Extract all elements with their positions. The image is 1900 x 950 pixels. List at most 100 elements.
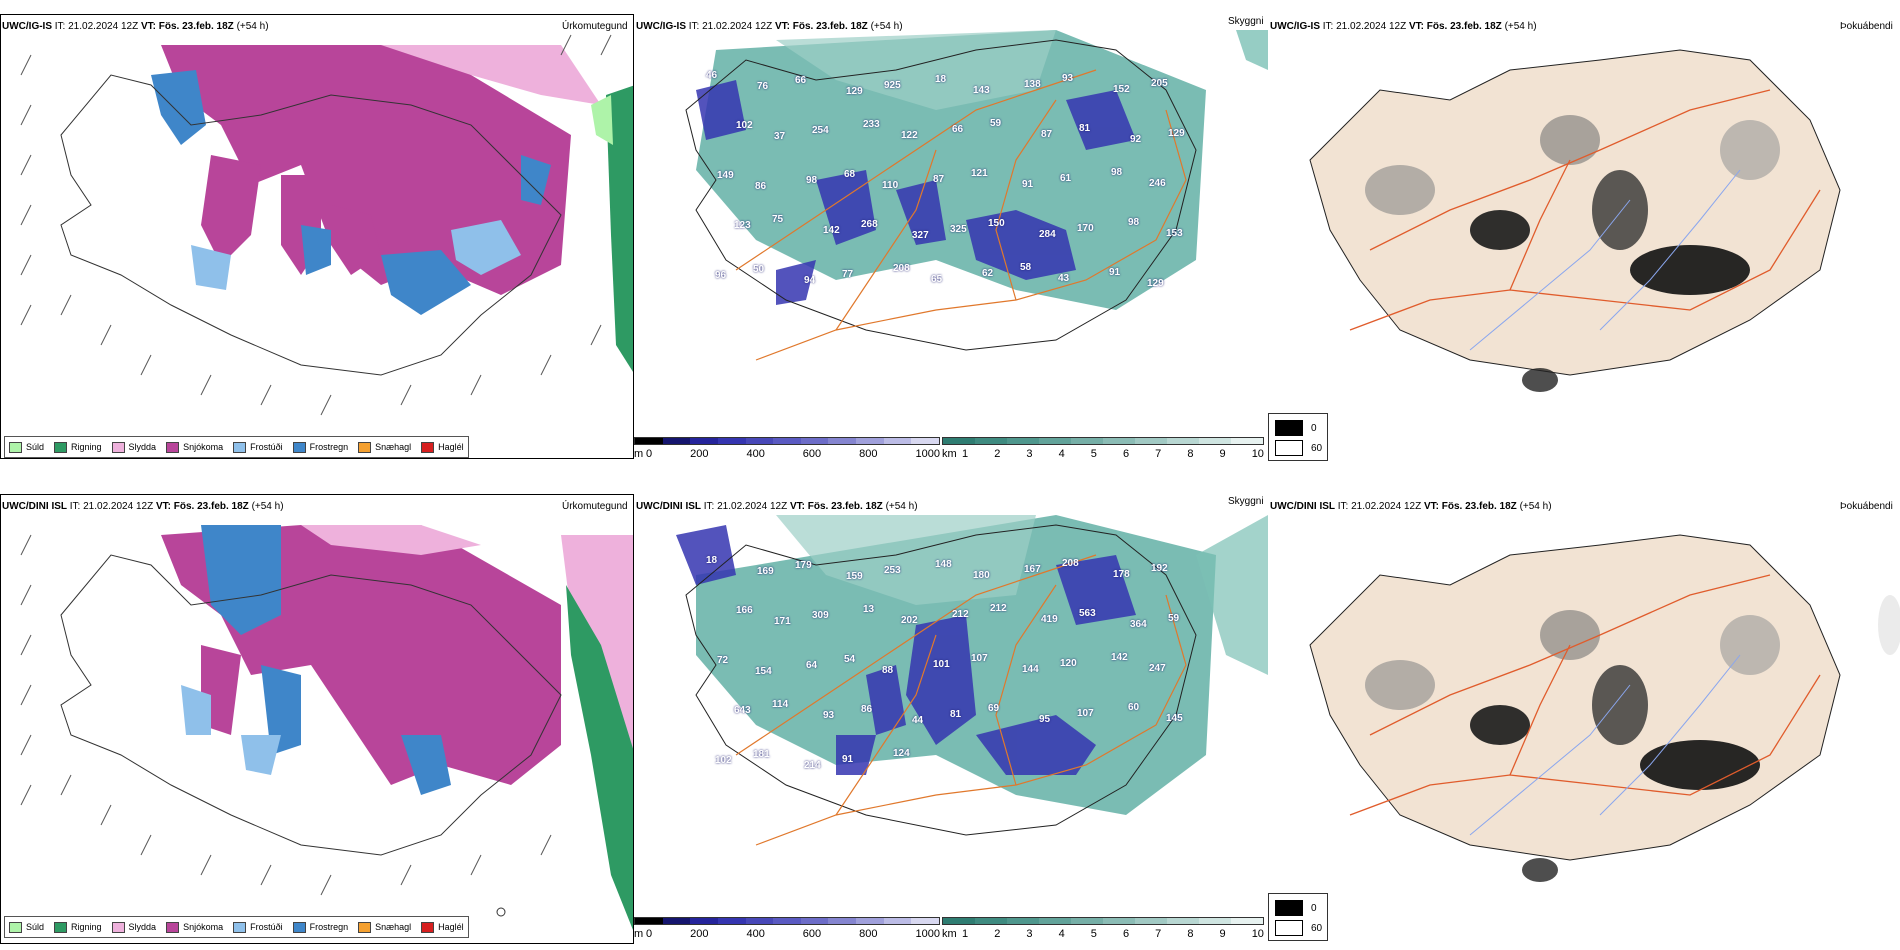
legend-item: Frostregn (292, 441, 348, 453)
panel-title-top-left: Úrkomutegund (562, 21, 628, 32)
rivers (1469, 169, 1741, 351)
panel-title-top-middle: Skyggni (1228, 16, 1264, 27)
ceiling-value-label: 122 (901, 130, 918, 141)
ceiling-value-label: 247 (1149, 663, 1166, 674)
ceiling-value-label: 92 (1130, 134, 1142, 145)
ceiling-colorbar-top: m 0 200 400 600 800 1000 (634, 437, 940, 467)
ceiling-value-label: 54 (844, 654, 856, 665)
ceiling-value-label: 212 (952, 609, 969, 620)
fog-panel-top (1270, 30, 1900, 430)
ceiling-value-label: 107 (1077, 708, 1094, 719)
ceiling-value-label: 66 (952, 124, 964, 135)
legend-item: Haglél (421, 921, 464, 933)
ceiling-value-label: 563 (1079, 608, 1096, 619)
ceiling-value-label: 37 (774, 131, 786, 142)
ceiling-value-label: 64 (806, 660, 818, 671)
legend-item: Súld (9, 921, 44, 933)
lead-time: (+54 h) (1504, 21, 1537, 32)
legend-item: Frostúði (233, 921, 283, 933)
fog-panel-bottom (1270, 515, 1900, 915)
visibility-map-bottom (676, 515, 1268, 846)
lead-time: (+54 h) (236, 21, 269, 32)
ceiling-value-label: 144 (1022, 664, 1039, 675)
ceiling-value-label: 268 (861, 219, 878, 230)
fog-map-bottom (1309, 534, 1900, 882)
ceiling-value-label: 107 (971, 653, 988, 664)
legend-item: Slydda (111, 921, 156, 933)
roads (735, 69, 1187, 361)
ceiling-value-label: 87 (933, 174, 945, 185)
init-time: 21.02.2024 12Z (1351, 501, 1422, 512)
colorbar-unit: km (942, 928, 957, 940)
wind-barbs (20, 34, 612, 416)
valid-time: Fös. 23.feb. 18Z (173, 501, 249, 512)
colorbar-cells (942, 437, 1264, 445)
precip-freezing-rain-areas (151, 70, 551, 315)
ceiling-value-label: 77 (842, 269, 854, 280)
ceiling-colorbar-bottom: m 0 200 400 600 800 1000 (634, 917, 940, 947)
legend-item: Rigning (54, 441, 102, 453)
lead-time: (+54 h) (885, 501, 918, 512)
ceiling-value-label: 419 (1041, 614, 1058, 625)
colorbar-cells (634, 437, 940, 445)
ceiling-value-label: 253 (884, 565, 901, 576)
ceiling-value-label: 76 (757, 81, 769, 92)
it-label: IT: (1337, 501, 1349, 512)
visibility-map-top (685, 30, 1268, 361)
panel-header-top-left: UWC/IG-IS IT: 21.02.2024 12Z VT: Fös. 23… (2, 21, 269, 33)
panel-title-top-right: Þokuábendi (1840, 21, 1893, 32)
panel-title-bottom-right: Þokuábendi (1840, 501, 1893, 512)
vt-label: VT: (155, 501, 171, 512)
ceiling-value-label: 153 (1166, 228, 1183, 239)
ceiling-value-label: 110 (882, 180, 899, 191)
ceiling-value-label: 178 (1113, 569, 1130, 580)
fog-shading (1365, 595, 1900, 882)
lead-time: (+54 h) (251, 501, 284, 512)
it-label: IT: (69, 501, 81, 512)
it-label: IT: (54, 21, 66, 32)
ceiling-value-label: 180 (973, 570, 990, 581)
ceiling-value-label: 159 (846, 571, 863, 582)
legend-item: Frostregn (292, 921, 348, 933)
precip-frost-areas (181, 685, 281, 775)
ceiling-value-label: 18 (706, 555, 718, 566)
iceland-outline (685, 39, 1197, 351)
valid-time: Fös. 23.feb. 18Z (792, 21, 868, 32)
ceiling-value-label: 124 (893, 748, 910, 759)
ceiling-value-label: 13 (863, 604, 875, 615)
vt-label: VT: (1423, 501, 1439, 512)
precip-frost-areas (191, 220, 521, 290)
ceiling-value-label: 98 (1128, 217, 1140, 228)
precip-type-panel-bottom (0, 494, 634, 944)
colorbar-ticks: 0 200 400 600 800 1000 (646, 928, 940, 940)
model-name: UWC/DINI ISL (2, 501, 67, 512)
ceiling-value-label: 192 (1151, 563, 1168, 574)
rivers (1469, 654, 1741, 836)
ceiling-shading (696, 80, 1136, 305)
model-name: UWC/DINI ISL (636, 501, 701, 512)
ceiling-value-label: 46 (706, 70, 718, 81)
ceiling-value-label: 138 (1024, 79, 1041, 90)
colorbar-ticks: 0 200 400 600 800 1000 (646, 448, 940, 460)
ceiling-value-label: 142 (1111, 652, 1128, 663)
ceiling-value-label: 61 (1060, 173, 1072, 184)
ceiling-value-label: 91 (1022, 179, 1034, 190)
ceiling-value-label: 148 (935, 559, 952, 570)
ceiling-value-label: 86 (861, 704, 873, 715)
legend-item: Rigning (54, 921, 102, 933)
lead-time: (+54 h) (870, 21, 903, 32)
ceiling-value-label: 129 (1168, 128, 1185, 139)
colorbar-unit: m (634, 448, 644, 460)
legend-item: Frostúði (233, 441, 283, 453)
model-name: UWC/IG-IS (1270, 21, 1320, 32)
ceiling-value-label: 643 (734, 705, 751, 716)
ceiling-value-label: 166 (736, 605, 753, 616)
ceiling-value-label: 60 (1128, 702, 1140, 713)
valid-time: Fös. 23.feb. 18Z (158, 21, 234, 32)
legend-item: Súld (9, 441, 44, 453)
ceiling-shading (676, 525, 1136, 775)
ceiling-value-label: 171 (774, 616, 791, 627)
ceiling-value-label: 43 (1058, 273, 1070, 284)
ceiling-value-label: 284 (1039, 229, 1056, 240)
it-label: IT: (703, 501, 715, 512)
